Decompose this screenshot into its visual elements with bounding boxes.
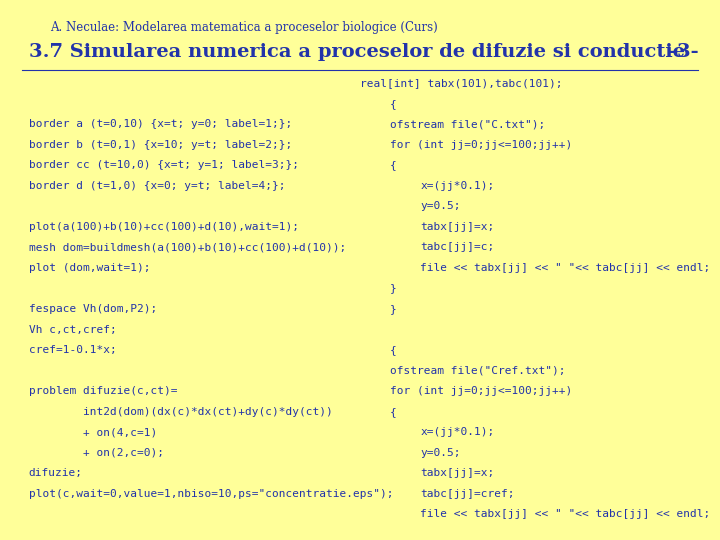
Text: for (int jj=0;jj<=100;jj++): for (int jj=0;jj<=100;jj++) [390,386,572,396]
Text: cref=1-0.1*x;: cref=1-0.1*x; [29,345,117,355]
Text: {: { [390,99,397,109]
Text: tabc[jj]=c;: tabc[jj]=c; [420,242,495,253]
Text: for (int jj=0;jj<=100;jj++): for (int jj=0;jj<=100;jj++) [390,140,572,150]
Text: plot (dom,wait=1);: plot (dom,wait=1); [29,263,150,273]
Text: {: { [390,345,397,355]
Text: border a (t=0,10) {x=t; y=0; label=1;};: border a (t=0,10) {x=t; y=0; label=1;}; [29,119,292,130]
Text: }: } [390,304,397,314]
Text: difuzie;: difuzie; [29,468,83,478]
Text: border d (t=1,0) {x=0; y=t; label=4;};: border d (t=1,0) {x=0; y=t; label=4;}; [29,181,285,191]
Text: border b (t=0,1) {x=10; y=t; label=2;};: border b (t=0,1) {x=10; y=t; label=2;}; [29,140,292,150]
Text: x=(jj*0.1);: x=(jj*0.1); [420,427,495,437]
Text: + on(2,c=0);: + on(2,c=0); [29,448,164,458]
Text: mesh dom=buildmesh(a(100)+b(10)+cc(100)+d(10));: mesh dom=buildmesh(a(100)+b(10)+cc(100)+… [29,242,346,253]
Text: file << tabx[jj] << " "<< tabc[jj] << endl;: file << tabx[jj] << " "<< tabc[jj] << en… [420,263,711,273]
Text: A. Neculae: Modelarea matematica a proceselor biologice (Curs): A. Neculae: Modelarea matematica a proce… [50,21,438,33]
Text: plot(c,wait=0,value=1,nbiso=10,ps="concentratie.eps");: plot(c,wait=0,value=1,nbiso=10,ps="conce… [29,489,393,499]
Text: Vh c,ct,cref;: Vh c,ct,cref; [29,325,117,335]
Text: border cc (t=10,0) {x=t; y=1; label=3;};: border cc (t=10,0) {x=t; y=1; label=3;}; [29,160,299,171]
Text: {: { [390,407,397,417]
Text: tabx[jj]=x;: tabx[jj]=x; [420,468,495,478]
Text: tabc[jj]=cref;: tabc[jj]=cref; [420,489,515,499]
Text: ofstream file("Cref.txt");: ofstream file("Cref.txt"); [390,366,566,376]
Text: -3-: -3- [669,43,698,61]
Text: + on(4,c=1): + on(4,c=1) [29,427,157,437]
Text: ofstream file("C.txt");: ofstream file("C.txt"); [390,119,546,130]
Text: real[int] tabx(101),tabc(101);: real[int] tabx(101),tabc(101); [360,78,562,89]
Text: tabx[jj]=x;: tabx[jj]=x; [420,222,495,232]
Text: 3.7 Simularea numerica a proceselor de difuzie si conductie: 3.7 Simularea numerica a proceselor de d… [29,43,685,61]
Text: x=(jj*0.1);: x=(jj*0.1); [420,181,495,191]
Text: plot(a(100)+b(10)+cc(100)+d(10),wait=1);: plot(a(100)+b(10)+cc(100)+d(10),wait=1); [29,222,299,232]
Text: fespace Vh(dom,P2);: fespace Vh(dom,P2); [29,304,157,314]
Text: y=0.5;: y=0.5; [420,448,461,458]
Text: {: { [390,160,397,171]
Text: file << tabx[jj] << " "<< tabc[jj] << endl;: file << tabx[jj] << " "<< tabc[jj] << en… [420,509,711,519]
Text: y=0.5;: y=0.5; [420,201,461,212]
Text: }: } [390,284,397,294]
Text: int2d(dom)(dx(c)*dx(ct)+dy(c)*dy(ct)): int2d(dom)(dx(c)*dx(ct)+dy(c)*dy(ct)) [29,407,333,417]
Text: problem difuzie(c,ct)=: problem difuzie(c,ct)= [29,386,177,396]
